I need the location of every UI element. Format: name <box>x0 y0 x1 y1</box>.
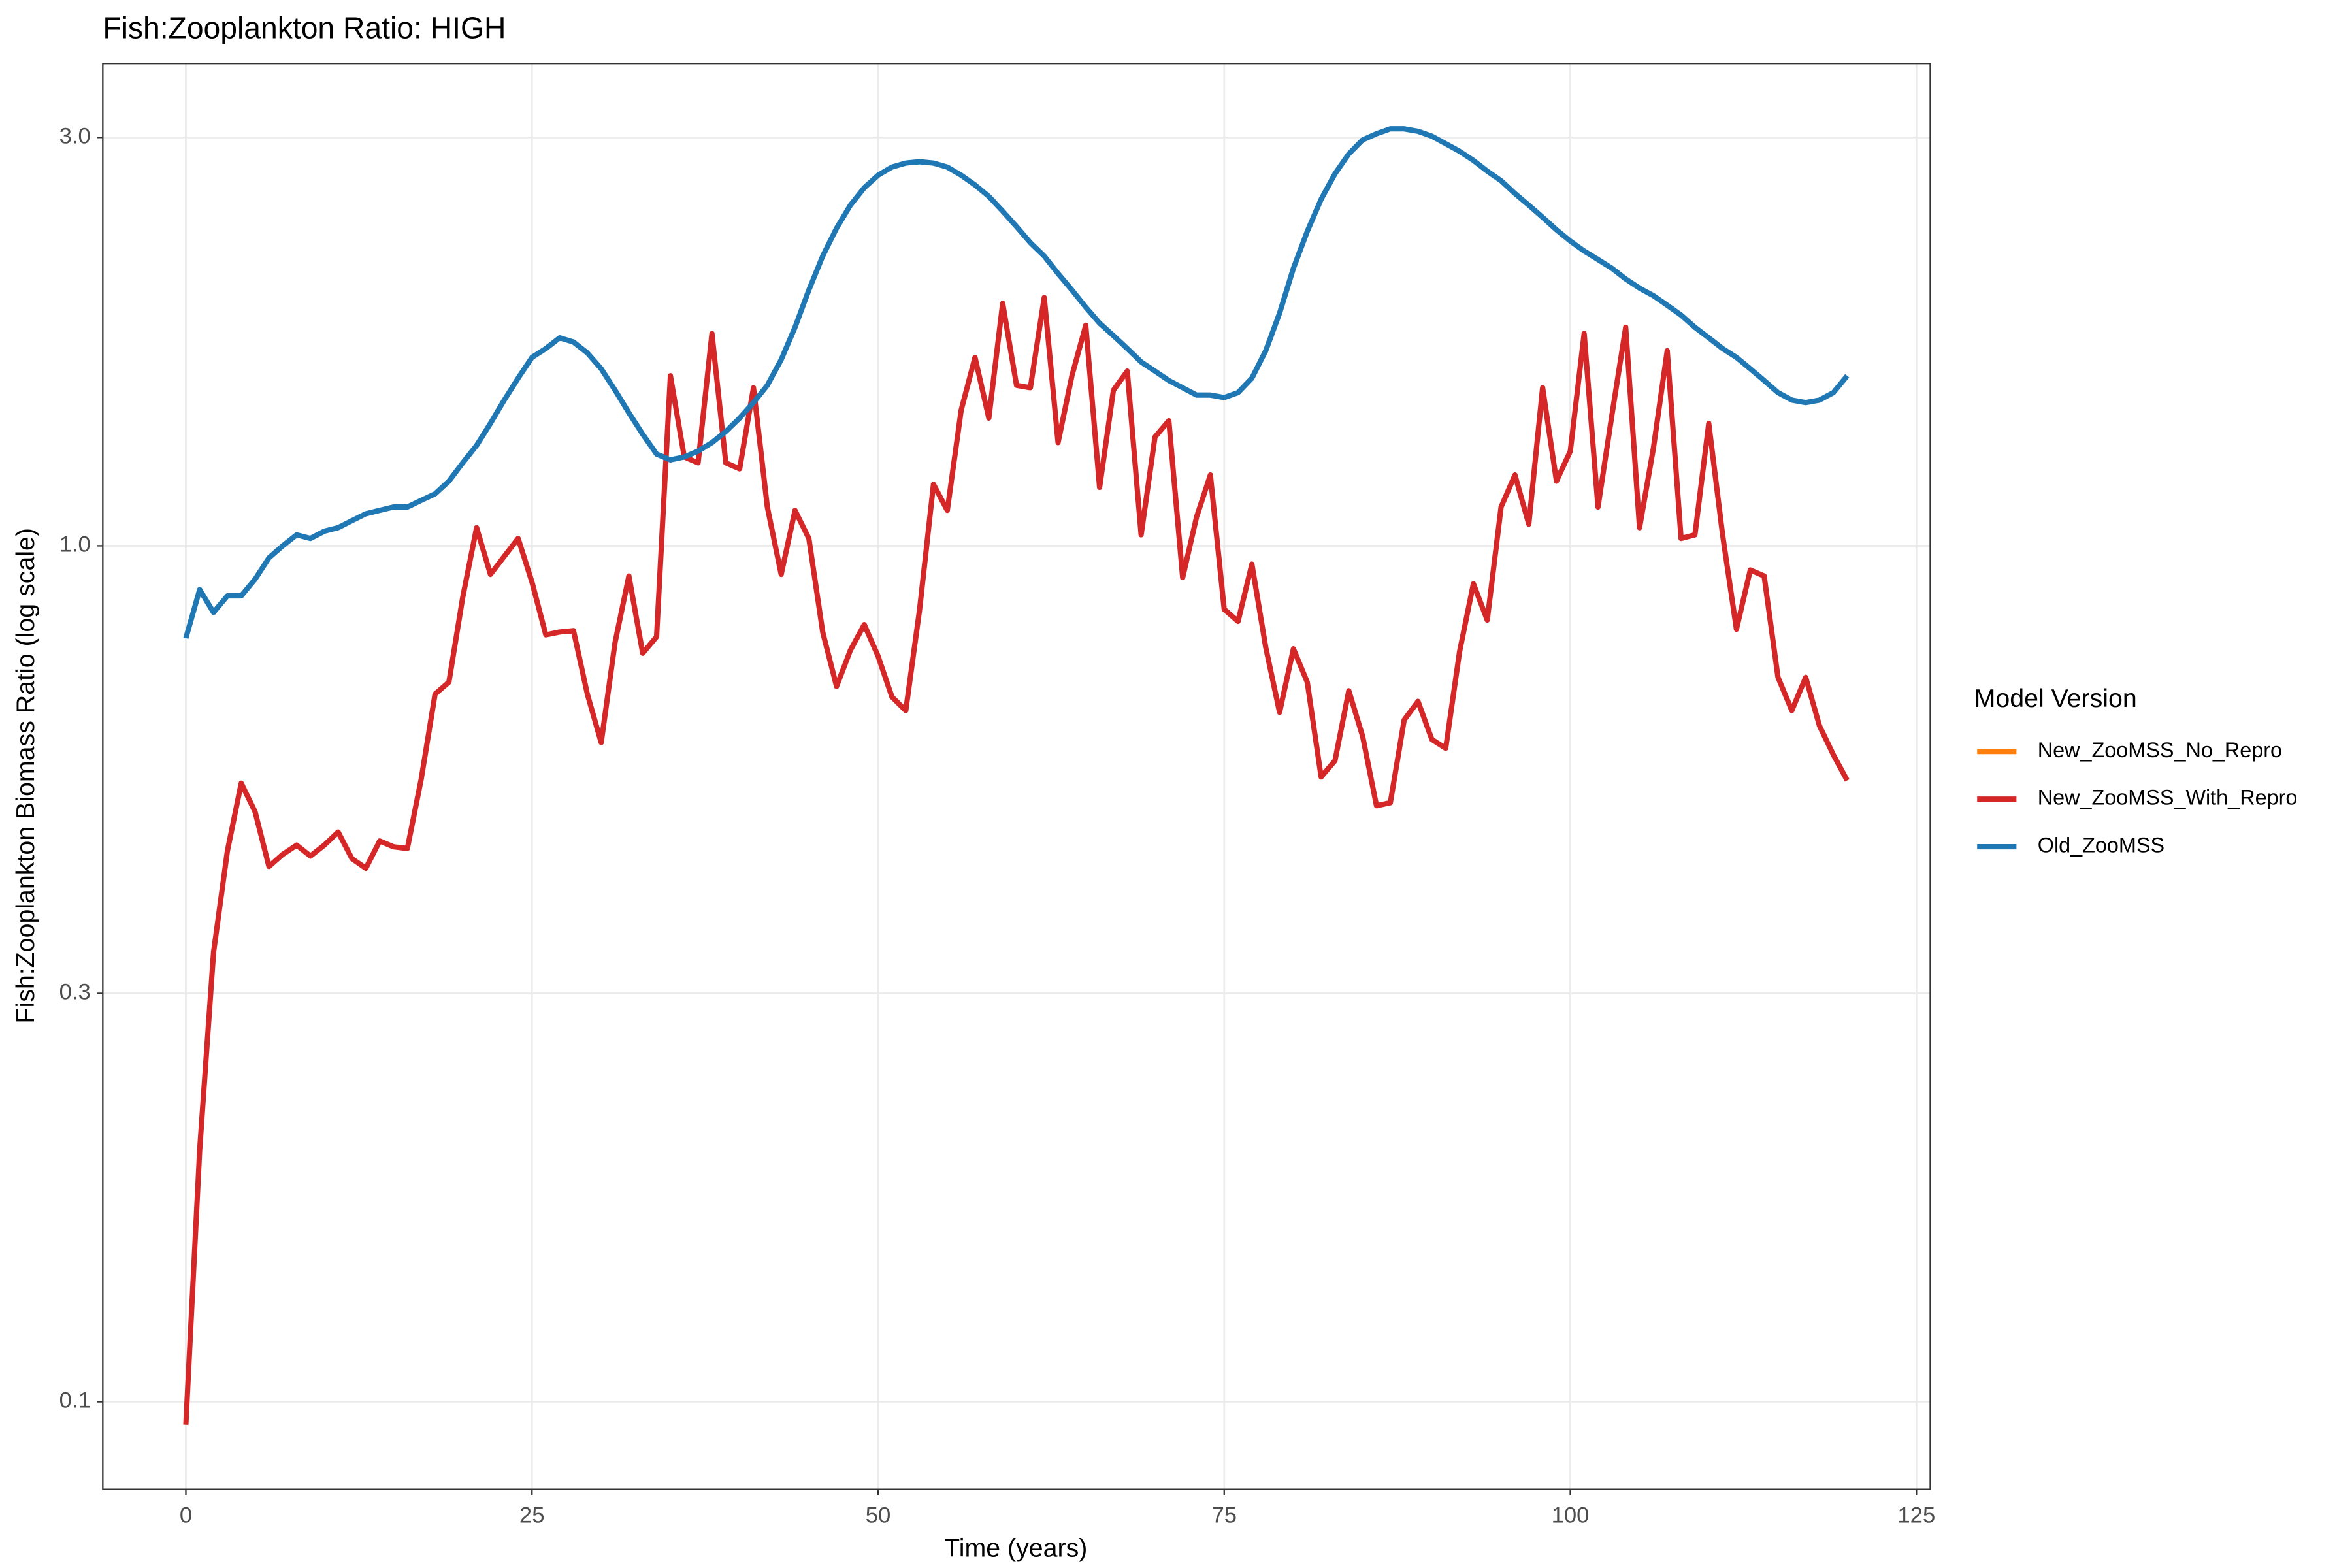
y-tick-label: 1.0 <box>59 532 91 557</box>
legend-title: Model Version <box>1974 684 2137 713</box>
y-tick-label: 0.3 <box>59 980 91 1005</box>
y-axis-title: Fish:Zooplankton Biomass Ratio (log scal… <box>11 528 40 1024</box>
x-tick-label: 25 <box>519 1503 545 1527</box>
x-tick-label: 100 <box>1552 1503 1590 1527</box>
legend-label: Old_ZooMSS <box>2038 834 2164 857</box>
x-tick-label: 0 <box>180 1503 192 1527</box>
y-tick-label: 0.1 <box>59 1388 91 1413</box>
legend-label: New_ZooMSS_With_Repro <box>2038 786 2298 809</box>
x-tick-label: 75 <box>1211 1503 1237 1527</box>
x-tick-label: 125 <box>1897 1503 1935 1527</box>
series-line <box>183 295 1850 1425</box>
chart-title: Fish:Zooplankton Ratio: HIGH <box>103 11 506 45</box>
panel-border <box>102 63 1931 1490</box>
x-axis-title: Time (years) <box>944 1534 1087 1563</box>
x-tick-label: 50 <box>866 1503 891 1527</box>
y-tick-label: 3.0 <box>59 124 91 149</box>
legend-label: New_ZooMSS_No_Repro <box>2038 738 2282 762</box>
series-line <box>183 126 1850 639</box>
